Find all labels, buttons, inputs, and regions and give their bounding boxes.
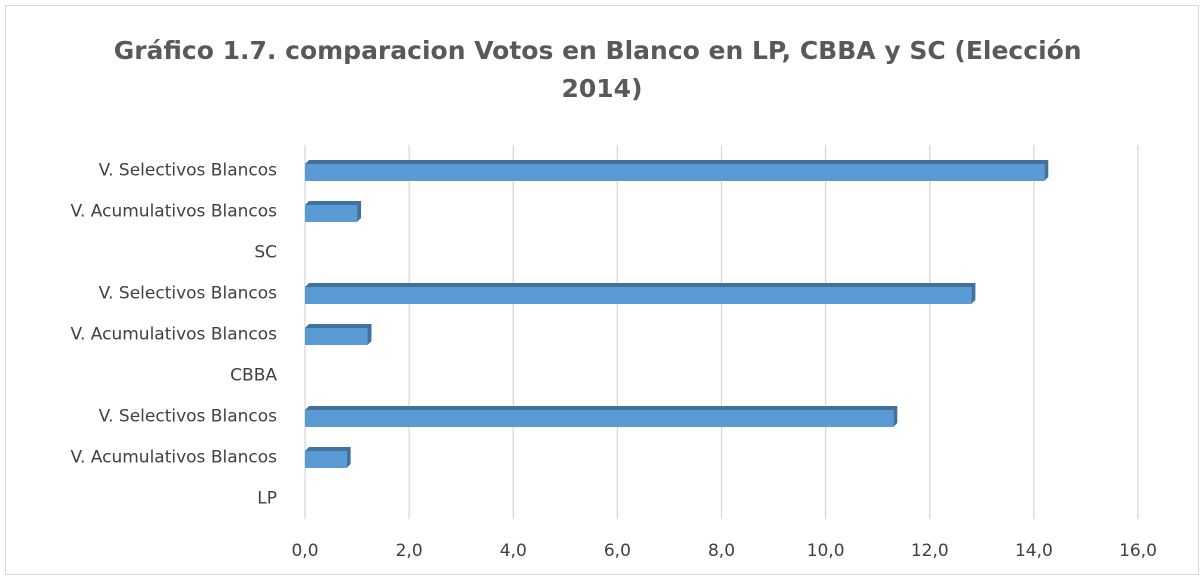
x-tick-label: 10,0	[807, 541, 845, 561]
bar	[305, 164, 1045, 181]
bar-side	[305, 447, 351, 468]
x-tick-label: 8,0	[708, 541, 735, 561]
bar-side	[305, 324, 372, 345]
x-tick-label: 2,0	[396, 541, 423, 561]
bar-side	[305, 160, 1049, 181]
bar	[305, 451, 347, 468]
bar	[305, 410, 894, 427]
bar-side	[305, 201, 362, 222]
y-tick-label: V. Selectivos Blancos	[99, 407, 277, 427]
x-tick-label: 16,0	[1119, 541, 1157, 561]
y-tick-label: V. Acumulativos Blancos	[71, 448, 278, 468]
x-tick-label: 6,0	[604, 541, 631, 561]
y-tick-label: CBBA	[230, 366, 277, 386]
bar-side	[305, 406, 898, 427]
x-tick-label: 14,0	[1015, 541, 1053, 561]
bar	[305, 205, 358, 222]
y-tick-label: V. Acumulativos Blancos	[71, 202, 278, 222]
x-tick-label: 12,0	[911, 541, 949, 561]
y-tick-label: V. Acumulativos Blancos	[71, 325, 278, 345]
x-tick-label: 0,0	[291, 541, 318, 561]
bar	[305, 328, 368, 345]
bar	[305, 287, 972, 304]
y-tick-label: V. Selectivos Blancos	[99, 284, 277, 304]
x-tick-label: 4,0	[500, 541, 527, 561]
bar-side	[305, 283, 976, 304]
y-tick-label: LP	[257, 489, 277, 509]
y-tick-label: SC	[254, 243, 277, 263]
chart-title: Gráfico 1.7. comparacion Votos en Blanco…	[114, 36, 1091, 103]
y-tick-label: V. Selectivos Blancos	[99, 161, 277, 181]
